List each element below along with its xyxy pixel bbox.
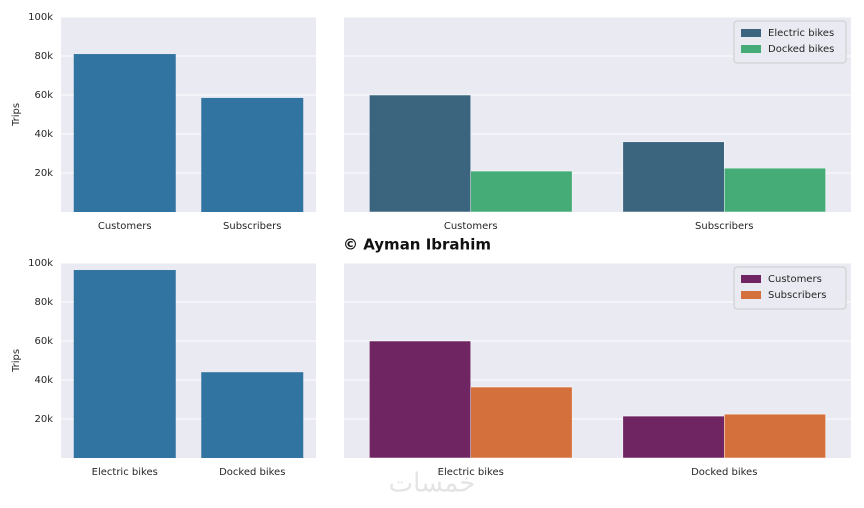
bar	[369, 340, 472, 459]
subplot: Customers Subscribers Electric bikes Docked…	[344, 16, 851, 232]
x-tick-label: Electric bikes	[438, 467, 504, 478]
subplot: 20k 40k 60k 80k 100k Trips Electric bikes Docke…	[11, 258, 316, 478]
bar	[470, 170, 573, 213]
x-tick-label: Customers	[444, 221, 498, 232]
bar	[622, 415, 725, 459]
legend-label: Docked bikes	[768, 44, 834, 55]
y-tick-label: 20k	[34, 168, 53, 179]
y-tick-label: 60k	[34, 336, 53, 347]
x-tick-label: Subscribers	[695, 221, 753, 232]
y-tick-label: 100k	[28, 258, 53, 269]
legend-box	[733, 20, 847, 64]
caption: © Ayman Ibrahim	[343, 236, 491, 254]
legend-label: Customers	[768, 274, 822, 285]
x-tick-label: Docked bikes	[219, 467, 285, 478]
watermark: خمسات	[389, 469, 476, 499]
legend-swatch	[741, 291, 761, 299]
bar	[201, 372, 304, 458]
y-tick-label: 100k	[28, 12, 53, 23]
x-tick-label: Docked bikes	[691, 467, 757, 478]
x-tick-label: Subscribers	[223, 221, 281, 232]
legend-label: Electric bikes	[768, 28, 834, 39]
bar	[73, 270, 176, 458]
y-tick-label: 40k	[34, 129, 53, 140]
legend-swatch	[741, 29, 761, 37]
legend-label: Subscribers	[768, 290, 826, 301]
y-tick-label: 80k	[34, 51, 53, 62]
bar	[724, 167, 826, 213]
x-tick-label: Customers	[98, 221, 152, 232]
y-tick-label: 60k	[34, 90, 53, 101]
bar	[470, 386, 573, 459]
bar	[724, 413, 826, 459]
x-tick-label: Electric bikes	[92, 467, 158, 478]
subplot: 20k 40k 60k 80k 100k Trips Customers Subscriber…	[11, 12, 316, 232]
y-axis-label: Trips	[11, 103, 22, 127]
y-tick-label: 40k	[34, 375, 53, 386]
bar	[73, 54, 176, 212]
subplot: Electric bikes Docked bikes Customers Subsc…	[344, 262, 851, 478]
y-tick-label: 80k	[34, 297, 53, 308]
y-axis-label: Trips	[11, 349, 22, 373]
bar	[622, 141, 725, 213]
bar	[369, 94, 472, 213]
legend-swatch	[741, 275, 761, 283]
legend-box	[733, 266, 847, 310]
legend-swatch	[741, 45, 761, 53]
bar	[201, 97, 304, 212]
y-tick-label: 20k	[34, 414, 53, 425]
